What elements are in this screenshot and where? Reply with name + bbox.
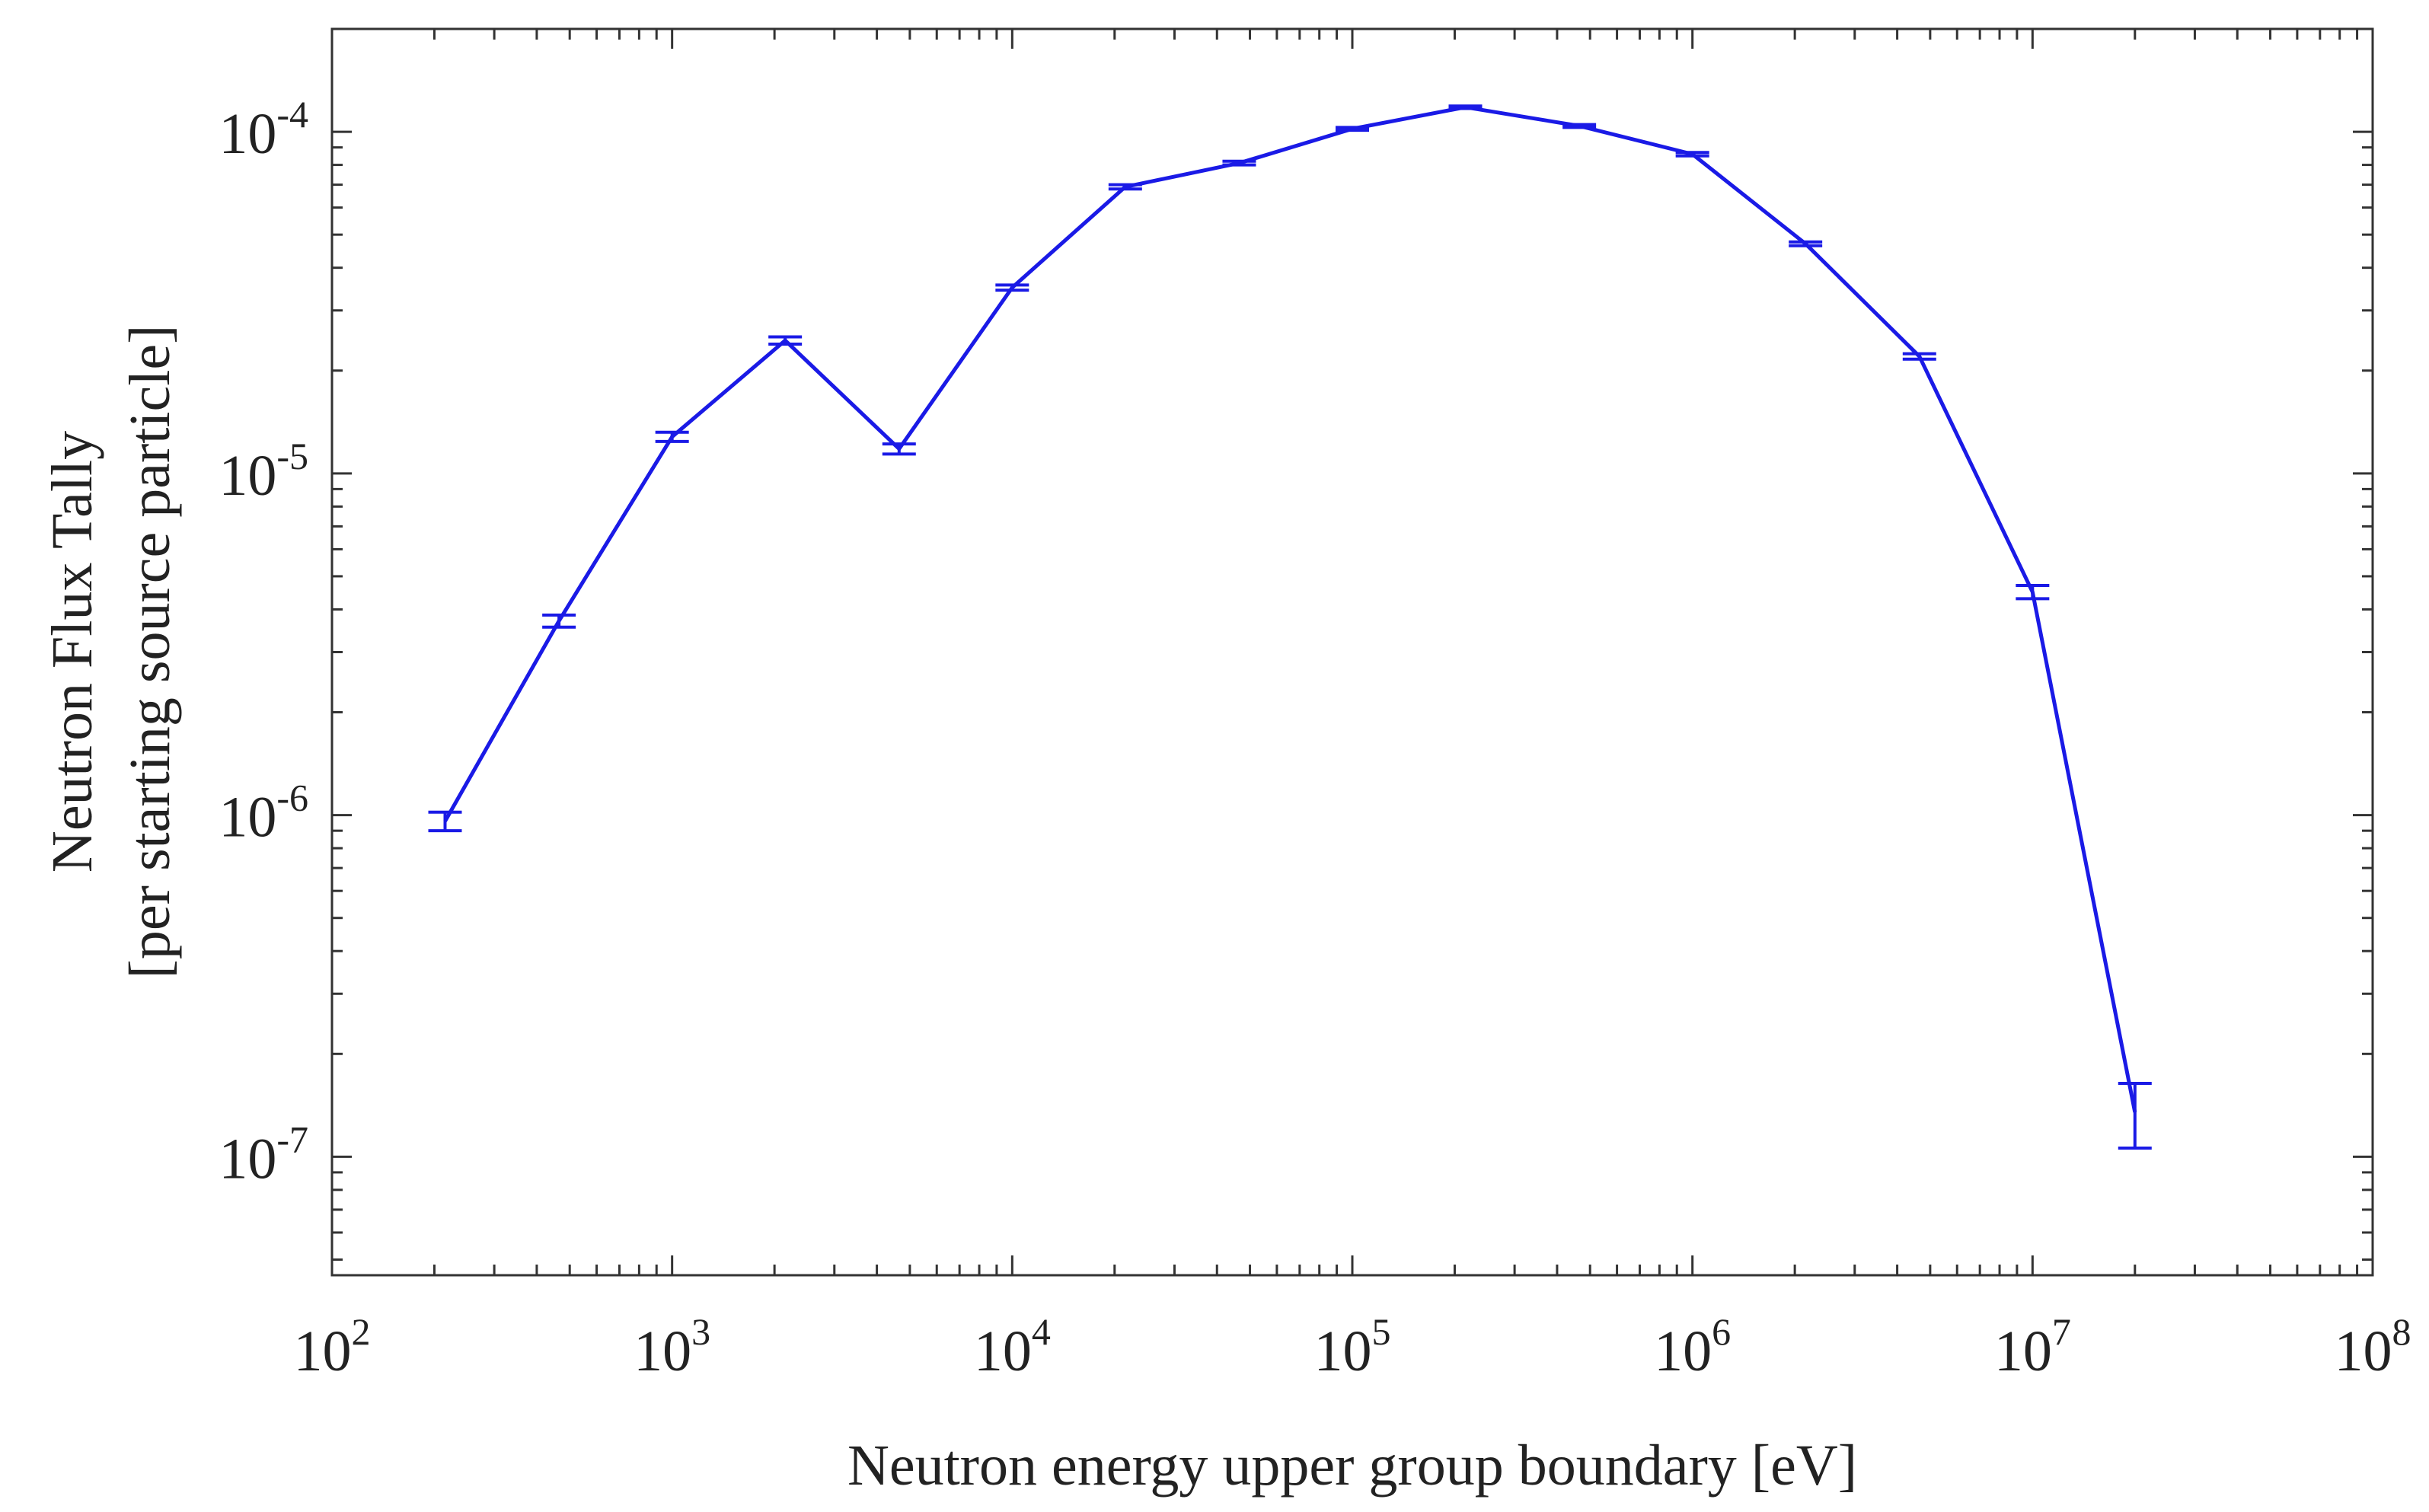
x-tick-exponent: 4 <box>1032 1310 1051 1353</box>
x-tick-base: 10 <box>1654 1319 1712 1383</box>
x-axis-title: Neutron energy upper group boundary [eV] <box>847 1434 1857 1498</box>
y-tick-exponent: -6 <box>276 777 308 819</box>
series-line <box>443 105 2137 1113</box>
y-tick-exponent: -4 <box>276 93 308 136</box>
x-tick-label: 102 <box>294 1310 371 1383</box>
x-tick-base: 10 <box>2335 1319 2392 1383</box>
x-tick-exponent: 3 <box>691 1310 710 1353</box>
x-tick-base: 10 <box>1314 1319 1372 1383</box>
y-tick-exponent: -5 <box>276 435 308 477</box>
x-tick-base: 10 <box>634 1319 691 1383</box>
x-tick-exponent: 2 <box>352 1310 371 1353</box>
x-tick-base: 10 <box>294 1319 352 1383</box>
x-tick-label: 106 <box>1654 1310 1731 1383</box>
y-tick-base: 10 <box>219 444 276 508</box>
y-tick-exponent: -7 <box>276 1118 308 1160</box>
plot-area-frame <box>330 27 2374 1277</box>
y-axis-title-line-1: Neutron Flux Tally <box>40 431 104 872</box>
y-tick-base: 10 <box>219 786 276 850</box>
y-axis-title-group: Neutron Flux Tally [per starting source … <box>40 325 182 979</box>
x-tick-exponent: 5 <box>1372 1310 1391 1353</box>
y-tick-label: 10-4 <box>219 93 308 166</box>
x-tick-label: 105 <box>1314 1310 1391 1383</box>
y-tick-base: 10 <box>219 102 276 166</box>
y-tick-base: 10 <box>219 1127 276 1191</box>
y-tick-label: 10-7 <box>219 1118 308 1191</box>
series-layer <box>428 104 2152 1150</box>
y-axis-title-line-2: [per starting source particle] <box>118 325 182 979</box>
y-tick-label: 10-6 <box>219 777 308 850</box>
x-tick-exponent: 7 <box>2052 1310 2071 1353</box>
x-tick-label: 104 <box>974 1310 1051 1383</box>
x-tick-label: 103 <box>634 1310 710 1383</box>
y-tick-label: 10-5 <box>219 435 308 508</box>
x-tick-label: 108 <box>2335 1310 2411 1383</box>
x-tick-base: 10 <box>1994 1319 2052 1383</box>
x-tick-label: 107 <box>1994 1310 2071 1383</box>
x-tick-exponent: 6 <box>1712 1310 1731 1353</box>
axis-ticks <box>330 27 2374 1275</box>
x-tick-base: 10 <box>974 1319 1032 1383</box>
x-tick-exponent: 8 <box>2392 1310 2411 1353</box>
